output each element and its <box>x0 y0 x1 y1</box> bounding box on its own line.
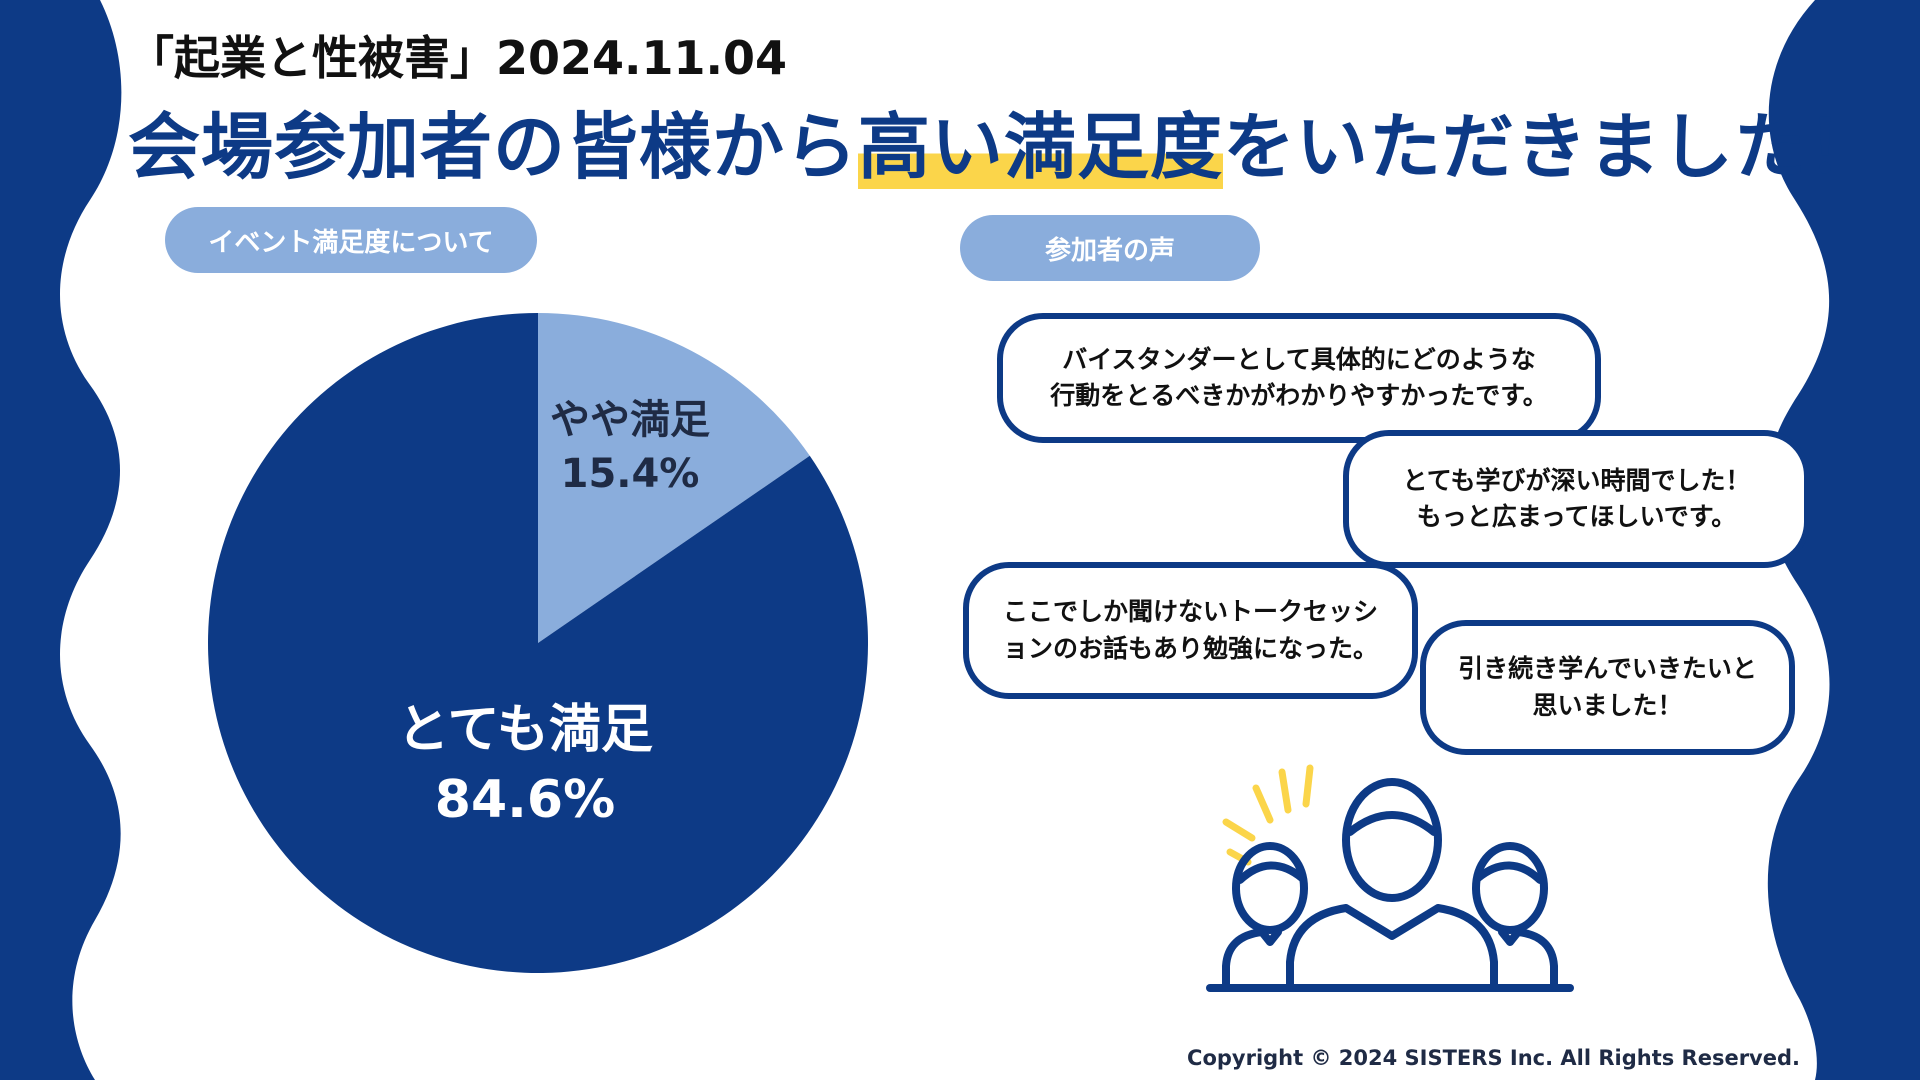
voice-text: バイスタンダーとして具体的にどのような 行動をとるべきかがわかりやすかったです。 <box>1050 344 1548 410</box>
voice-text: とても学びが深い時間でした！ もっと広まってほしいです。 <box>1402 465 1751 531</box>
copyright-footer: Copyright © 2024 SISTERS Inc. All Rights… <box>1187 1046 1800 1070</box>
voice-bubble: とても学びが深い時間でした！ もっと広まってほしいです。 <box>1343 430 1810 568</box>
sparkle-lines-icon <box>1222 764 1314 866</box>
voice-text: 引き続き学んでいきたいと 思いました！ <box>1458 654 1757 720</box>
voice-bubble: ここでしか聞けないトークセッシ ョンのお話もあり勉強になった。 <box>963 562 1418 699</box>
pie-category-yaya: やや満足 <box>550 397 710 443</box>
pie-label-yaya-manzoku: やや満足 15.4% <box>545 393 715 501</box>
voice-text: ここでしか聞けないトークセッシ ョンのお話もあり勉強になった。 <box>1002 597 1378 663</box>
voice-bubble: バイスタンダーとして具体的にどのような 行動をとるべきかがわかりやすかったです。 <box>997 313 1601 443</box>
headline-post: をいただきました！ <box>1223 105 1881 189</box>
pie-value-yaya: 15.4% <box>560 451 700 497</box>
pie-slice-totemo-manzoku <box>208 313 869 974</box>
headline-pre: 会場参加者の皆様から <box>128 105 859 189</box>
pie-category-totemo: とても満足 <box>397 700 653 760</box>
event-title-date: 「起業と性被害」2024.11.04 <box>128 31 788 85</box>
pie-label-totemo-manzoku: とても満足 84.6% <box>365 695 685 835</box>
satisfaction-section-label: イベント満足度について <box>165 207 537 273</box>
voices-section-label: 参加者の声 <box>960 215 1260 281</box>
pie-slice-yaya-manzoku <box>538 313 810 643</box>
pie-value-totemo: 84.6% <box>434 770 616 831</box>
voice-bubble: 引き続き学んでいきたいと 思いました！ <box>1420 620 1795 755</box>
headline-highlight: 高い満足度 <box>858 105 1224 189</box>
page-headline: 会場参加者の皆様から高い満足度をいただきました！ <box>128 88 1880 193</box>
people-group-icon <box>1206 764 1574 992</box>
